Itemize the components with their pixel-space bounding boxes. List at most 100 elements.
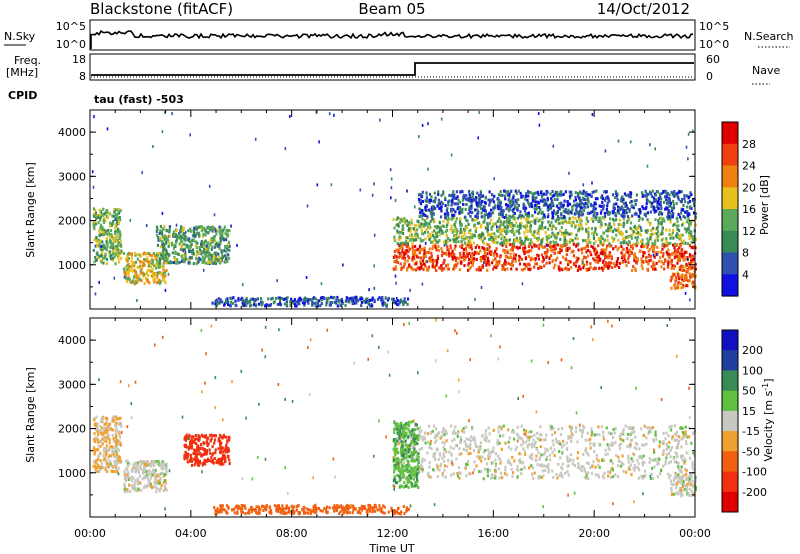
data-cell: [491, 198, 494, 201]
data-cell: [227, 303, 230, 307]
data-cell: [683, 279, 686, 282]
data-cell: [127, 270, 130, 274]
data-cell: [408, 256, 411, 260]
data-cell: [135, 489, 138, 493]
data-cell: [171, 251, 174, 255]
data-cell: [616, 259, 619, 263]
data-cell: [530, 202, 533, 206]
data-cell: [165, 488, 168, 492]
data-cell: [660, 197, 663, 201]
data-cell: [139, 266, 142, 270]
data-cell: [214, 300, 217, 303]
data-cell: [253, 300, 256, 304]
noise-cell: [171, 112, 173, 116]
data-cell: [665, 193, 668, 197]
data-cell: [147, 463, 150, 467]
data-cell: [457, 257, 460, 261]
data-cell: [168, 241, 171, 245]
data-cell: [626, 236, 629, 240]
data-cell: [459, 231, 462, 235]
data-cell: [217, 447, 220, 451]
data-cell: [601, 216, 604, 220]
data-cell: [143, 462, 146, 466]
data-cell: [442, 224, 445, 228]
data-cell: [684, 200, 687, 204]
data-cell: [413, 253, 416, 257]
data-cell: [607, 255, 610, 259]
data-cell: [148, 251, 151, 255]
data-cell: [643, 213, 646, 216]
data-cell: [117, 227, 120, 231]
data-cell: [436, 248, 439, 252]
data-cell: [419, 256, 423, 260]
data-cell: [600, 209, 603, 213]
data-cell: [478, 265, 481, 269]
noise-cell: [652, 253, 655, 257]
data-cell: [174, 232, 177, 236]
data-cell: [105, 426, 109, 430]
data-cell: [647, 255, 650, 259]
data-cell: [565, 210, 568, 214]
data-cell: [486, 252, 489, 256]
data-cell: [676, 254, 679, 258]
data-cell: [230, 297, 234, 301]
data-cell: [490, 236, 493, 239]
data-cell: [525, 195, 528, 198]
data-cell: [105, 462, 108, 466]
data-cell: [114, 226, 117, 230]
data-cell: [109, 257, 113, 261]
data-cell: [616, 192, 619, 196]
data-cell: [644, 212, 648, 216]
data-cell: [95, 424, 98, 428]
data-cell: [194, 240, 197, 244]
data-cell: [519, 223, 522, 227]
data-cell: [641, 205, 644, 209]
data-cell: [559, 205, 562, 209]
data-cell: [511, 227, 514, 231]
data-cell: [115, 435, 118, 439]
data-cell: [454, 237, 457, 241]
data-cell: [162, 257, 165, 260]
data-cell: [631, 214, 634, 218]
data-cell: [585, 267, 588, 271]
data-cell: [155, 460, 158, 463]
data-cell: [237, 297, 240, 301]
data-cell: [297, 299, 300, 303]
data-cell: [130, 469, 133, 473]
data-cell: [125, 277, 128, 280]
data-cell: [447, 263, 450, 267]
data-cell: [114, 463, 117, 467]
data-cell: [687, 279, 690, 283]
data-cell: [460, 210, 463, 214]
data-cell: [314, 297, 317, 301]
data-cell: [139, 462, 142, 466]
data-cell: [688, 237, 691, 241]
data-cell: [114, 252, 117, 256]
data-cell: [499, 201, 502, 205]
data-cell: [503, 268, 506, 272]
data-cell: [685, 228, 688, 232]
data-cell: [587, 267, 590, 271]
nsky-tick-bottom: 10^0: [56, 38, 86, 51]
data-cell: [666, 199, 669, 203]
data-cell: [517, 225, 520, 228]
data-cell: [104, 211, 107, 215]
data-cell: [436, 225, 439, 228]
data-cell: [108, 447, 111, 451]
data-cell: [625, 235, 628, 239]
data-cell: [492, 200, 496, 204]
data-cell: [412, 227, 415, 231]
data-cell: [112, 452, 115, 456]
noise-cell: [114, 218, 116, 221]
data-cell: [97, 433, 100, 437]
data-cell: [561, 205, 565, 209]
data-cell: [212, 257, 215, 261]
data-cell: [450, 224, 453, 228]
data-cell: [662, 189, 665, 193]
data-cell: [402, 303, 405, 307]
data-cell: [597, 237, 600, 241]
data-cell: [133, 275, 136, 279]
data-cell: [505, 220, 508, 224]
data-cell: [134, 467, 137, 470]
data-cell: [157, 473, 160, 477]
